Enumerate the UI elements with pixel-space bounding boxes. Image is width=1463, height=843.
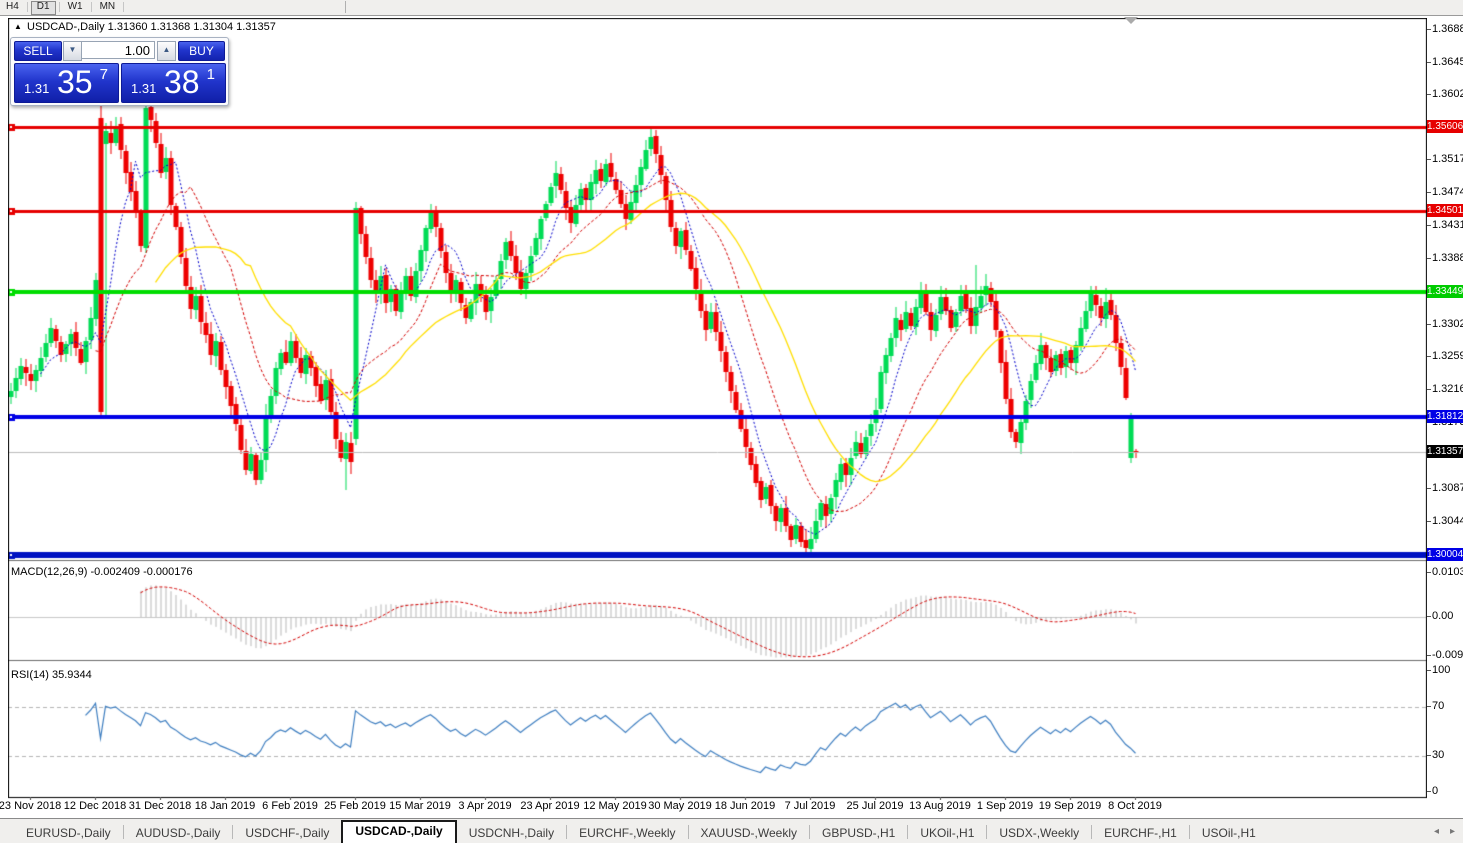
tab-gbpusd-h1[interactable]: GBPUSD-,H1 [822, 826, 896, 840]
autoscroll-icon[interactable] [1124, 17, 1138, 24]
tab-usdx-weekly[interactable]: USDX-,Weekly [999, 826, 1080, 840]
price-badge: 1.31357 [1427, 444, 1463, 458]
tab-separator [566, 824, 568, 839]
time-label: 6 Feb 2019 [262, 800, 318, 812]
toolbar-separator [26, 2, 28, 12]
tab-separator [1188, 824, 1190, 839]
tab-separator [1091, 824, 1093, 839]
tab-separator [907, 824, 909, 839]
price-badge: 1.30004 [1427, 548, 1463, 562]
tab-xauusd-weekly[interactable]: XAUUSD-,Weekly [700, 826, 797, 840]
price-tick: 1.32590 [1427, 350, 1463, 362]
collapse-panel-icon[interactable]: ▲ [14, 22, 22, 31]
chart-title: USDCAD-,Daily 1.31360 1.31368 1.31304 1.… [27, 21, 276, 33]
tab-eurchf-weekly[interactable]: EURCHF-,Weekly [579, 826, 676, 840]
macd-axis-tick: 0.00 [1426, 610, 1454, 622]
time-label: 12 Dec 2018 [63, 800, 127, 812]
rsi-axis-tick: 0 [1426, 785, 1439, 797]
price-badge: 1.31812 [1427, 409, 1463, 423]
buy-price-prefix: 1.31 [131, 81, 157, 96]
sell-price-prefix: 1.31 [24, 81, 50, 96]
time-label: 15 Mar 2019 [389, 800, 451, 812]
time-label: 23 Apr 2019 [520, 800, 580, 812]
time-label: 12 May 2019 [583, 800, 647, 812]
time-label: 25 Feb 2019 [324, 800, 386, 812]
price-tick: 1.32160 [1427, 383, 1463, 395]
price-tick: 1.30870 [1427, 482, 1463, 494]
toolbar-separator [58, 2, 60, 12]
price-tick: 1.30440 [1427, 515, 1463, 527]
price-badge: 1.35606 [1427, 120, 1463, 134]
price-tick: 1.34310 [1427, 219, 1463, 231]
chart-tab-bar: EURUSD-,Daily AUDUSD-,Daily USDCHF-,Daily U… [0, 818, 1463, 843]
toolbar-separator [90, 2, 92, 12]
timeframe-button-h4[interactable]: H4 [6, 1, 19, 12]
price-tick: 1.36880 [1427, 23, 1463, 35]
sell-price-pip: 7 [99, 66, 108, 83]
one-click-trade-panel: SELL ▼ ▲ BUY 1.31 35 7 1.31 38 1 [10, 37, 229, 106]
price-tick: 1.36450 [1427, 56, 1463, 68]
tab-usdcad-daily[interactable]: USDCAD-,Daily [341, 820, 457, 843]
tab-eurusd-daily[interactable]: EURUSD-,Daily [26, 826, 111, 840]
time-label: 23 Nov 2018 [0, 800, 62, 812]
time-label: 31 Dec 2018 [128, 800, 192, 812]
price-tick: 1.36020 [1427, 88, 1463, 100]
tab-separator [122, 824, 124, 839]
time-label: 25 Jul 2019 [846, 800, 904, 812]
time-label: 1 Sep 2019 [976, 800, 1034, 812]
time-label: 19 Sep 2019 [1038, 800, 1102, 812]
buy-button[interactable]: BUY [178, 41, 225, 61]
time-label: 7 Jul 2019 [784, 800, 836, 812]
volume-down-icon[interactable]: ▼ [63, 41, 82, 61]
timeframe-button-d1[interactable]: D1 [30, 1, 56, 15]
sell-price-main: 35 [57, 64, 93, 100]
tab-separator [232, 824, 234, 839]
tabs-scroll-right-icon[interactable]: ▸ [1449, 826, 1455, 837]
time-label: 13 Aug 2019 [909, 800, 971, 812]
time-label: 30 May 2019 [648, 800, 712, 812]
price-tick: 1.33880 [1427, 252, 1463, 264]
price-tick: 1.35170 [1427, 153, 1463, 165]
buy-price-pip: 1 [206, 66, 215, 83]
chart-canvas[interactable] [8, 18, 1427, 800]
tab-usdchf-daily[interactable]: USDCHF-,Daily [245, 826, 330, 840]
tab-separator [809, 824, 810, 839]
tab-usoil-h1[interactable]: USOil-,H1 [1201, 826, 1256, 840]
tab-ukoil-h1[interactable]: UKOil-,H1 [920, 826, 975, 840]
macd-axis-tick: -0.009203 [1427, 649, 1463, 661]
sell-button[interactable]: SELL [14, 41, 62, 61]
volume-up-icon[interactable]: ▲ [157, 41, 176, 61]
macd-axis-tick: 0.010311 [1426, 566, 1463, 578]
toolbar-separator [123, 2, 125, 12]
time-label: 8 Oct 2019 [1108, 800, 1162, 812]
time-label: 18 Jan 2019 [194, 800, 256, 812]
buy-price-button[interactable]: 1.31 38 1 [121, 63, 226, 103]
timeframe-toolbar: H4 D1 W1 MN [0, 0, 1463, 16]
time-label: 18 Jun 2019 [714, 800, 776, 812]
rsi-axis-tick: 70 [1426, 700, 1445, 713]
price-tick: 1.34740 [1427, 186, 1463, 198]
tab-separator [687, 824, 689, 839]
price-badge: 1.34501 [1427, 204, 1463, 218]
toolbar-separator [345, 1, 346, 13]
timeframe-button-w1[interactable]: W1 [67, 1, 83, 12]
volume-input[interactable] [81, 41, 155, 59]
sell-price-button[interactable]: 1.31 35 7 [14, 63, 119, 103]
tab-audusd-daily[interactable]: AUDUSD-,Daily [135, 826, 221, 840]
buy-price-main: 38 [164, 64, 200, 100]
time-label: 3 Apr 2019 [458, 800, 512, 812]
tab-eurchf-h1[interactable]: EURCHF-,H1 [1104, 826, 1177, 840]
tab-usdcnh-daily[interactable]: USDCNH-,Daily [468, 826, 555, 840]
timeframe-button-mn[interactable]: MN [99, 1, 116, 12]
rsi-axis-tick: 100 [1426, 664, 1451, 676]
tab-separator [986, 824, 988, 839]
price-badge: 1.33449 [1427, 284, 1463, 298]
rsi-axis-tick: 30 [1426, 748, 1445, 761]
rsi-label: RSI(14) 35.9344 [11, 669, 92, 681]
macd-label: MACD(12,26,9) -0.002409 -0.000176 [11, 566, 193, 578]
tabs-scroll-left-icon[interactable]: ◂ [1433, 826, 1439, 837]
price-tick: 1.33020 [1427, 318, 1463, 330]
